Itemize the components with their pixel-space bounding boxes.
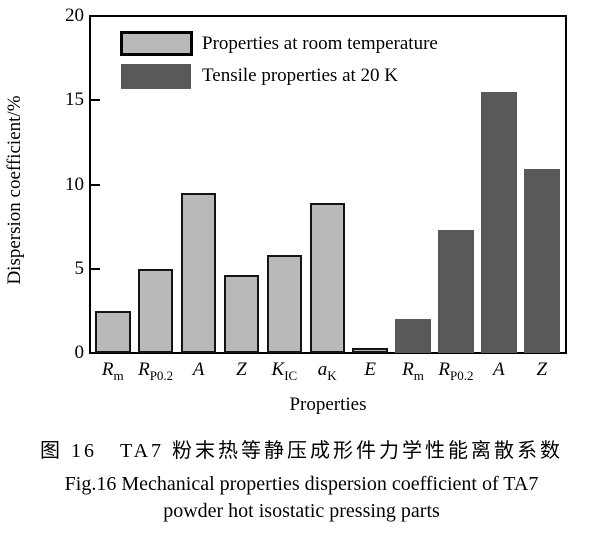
x-tick-label-main: E bbox=[364, 359, 376, 380]
bar bbox=[180, 192, 217, 353]
y-tick-label: 5 bbox=[74, 257, 85, 279]
caption-chinese: 图 16 TA7 粉末热等静压成形件力学性能离散系数 bbox=[39, 440, 564, 462]
x-tick-label-main: A bbox=[493, 359, 505, 380]
x-tick-label: Rm bbox=[77, 358, 149, 388]
y-tick-mark bbox=[91, 267, 100, 270]
x-tick-label-subscript: P0.2 bbox=[149, 367, 174, 383]
x-tick-label-subscript: P0.2 bbox=[450, 367, 474, 383]
x-tick-label: Z bbox=[205, 358, 277, 382]
legend-label-cryo: Tensile properties at 20 K bbox=[202, 65, 399, 86]
x-tick-label-main: R bbox=[438, 359, 450, 380]
x-tick-label-subscript: m bbox=[413, 367, 424, 383]
bar bbox=[438, 229, 474, 353]
x-axis-title: Properties bbox=[289, 394, 367, 415]
y-axis-title: Dispersion coefficient/% bbox=[4, 95, 25, 285]
x-tick-label: KIC bbox=[248, 358, 320, 388]
bar bbox=[524, 169, 560, 353]
x-tick-label-main: Z bbox=[236, 359, 247, 380]
y-tick-label: 20 bbox=[65, 5, 84, 26]
y-tick-label: 0 bbox=[74, 342, 85, 363]
caption-english-line2: powder hot isostatic pressing parts bbox=[163, 500, 440, 522]
y-tick-mark bbox=[91, 183, 100, 186]
y-tick-mark bbox=[91, 99, 100, 102]
x-tick-label-main: R bbox=[101, 359, 114, 380]
x-tick-label-subscript: IC bbox=[284, 367, 298, 383]
x-tick-label-main: R bbox=[402, 359, 414, 380]
x-tick-label: A bbox=[463, 358, 535, 382]
x-tick-label-main: a bbox=[317, 359, 328, 380]
x-tick-label-main: K bbox=[271, 359, 285, 380]
x-tick-label: Z bbox=[506, 358, 578, 382]
x-tick-label-main: R bbox=[138, 359, 150, 380]
x-tick-label: RP0.2 bbox=[120, 358, 192, 388]
caption-english-line1: Fig.16 Mechanical properties dispersion … bbox=[64, 473, 539, 495]
bar bbox=[266, 255, 303, 353]
x-tick-label: aK bbox=[291, 358, 363, 388]
legend-label-room: Properties at room temperature bbox=[202, 33, 438, 54]
bar bbox=[309, 203, 345, 353]
bar bbox=[352, 347, 388, 353]
x-tick-label-main: A bbox=[192, 359, 205, 380]
bar bbox=[395, 319, 431, 353]
y-tick-mark bbox=[91, 15, 100, 17]
bar bbox=[95, 310, 131, 353]
x-tick-label: E bbox=[334, 358, 406, 382]
x-tick-label: Rm bbox=[377, 358, 449, 388]
x-tick-label-main: Z bbox=[536, 359, 548, 380]
legend-swatch-room bbox=[120, 31, 193, 56]
legend-swatch-cryo bbox=[121, 64, 191, 89]
x-tick-label-subscript: K bbox=[327, 367, 337, 383]
x-tick-label: A bbox=[163, 358, 235, 382]
x-tick-label-subscript: m bbox=[113, 367, 124, 383]
y-tick-label: 10 bbox=[65, 173, 84, 195]
bar bbox=[223, 275, 260, 353]
x-tick-label: RP0.2 bbox=[420, 358, 492, 388]
bar bbox=[137, 268, 174, 353]
bar bbox=[481, 91, 517, 353]
y-tick-label: 15 bbox=[65, 89, 84, 111]
y-tick-mark bbox=[91, 352, 100, 354]
